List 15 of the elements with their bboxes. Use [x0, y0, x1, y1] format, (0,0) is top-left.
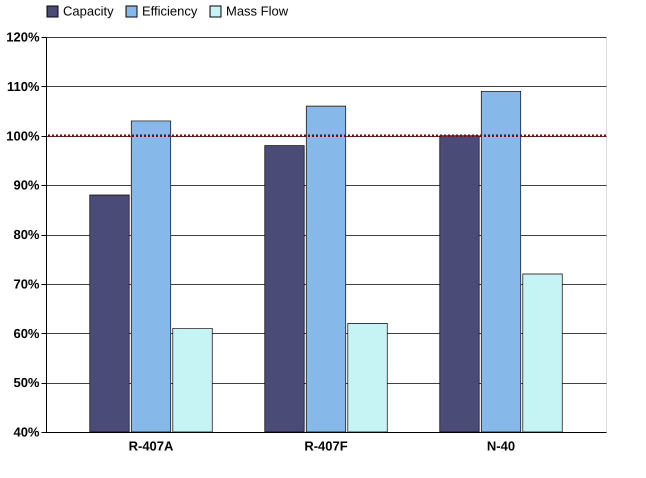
- legend-label: Mass Flow: [226, 4, 289, 19]
- x-tick-label: R-407A: [128, 438, 174, 454]
- x-tick-label: R-407F: [304, 438, 348, 454]
- x-tick-label: N-40: [486, 438, 516, 454]
- y-tick-label: 90%: [13, 178, 40, 193]
- y-tick-label: 50%: [13, 375, 40, 390]
- y-tick-label: 60%: [13, 326, 40, 341]
- y-tick-label: 100%: [6, 128, 40, 144]
- y-tick-label: 40%: [13, 424, 40, 440]
- legend-label: Efficiency: [142, 4, 198, 19]
- y-tick-label: 120%: [6, 30, 40, 44]
- y-tick-label: 80%: [13, 227, 40, 242]
- y-tick-label: 110%: [6, 78, 40, 94]
- legend-label: Capacity: [63, 4, 114, 19]
- y-tick-label: 70%: [13, 276, 40, 292]
